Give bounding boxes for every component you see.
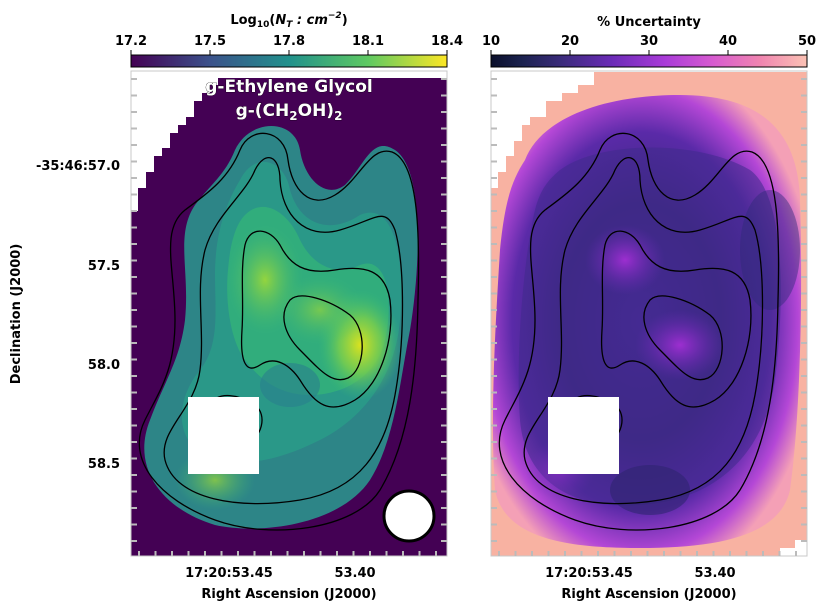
y-tick-label: -35:46:57.0 — [36, 159, 120, 174]
colorbar-tick-label: 50 — [798, 34, 816, 49]
x-tick-label: 53.40 — [694, 566, 735, 581]
right-map — [491, 71, 807, 556]
x-tick-labels-right: 17:20:53.45 53.40 — [545, 566, 735, 581]
colorbar-tick-label: 17.2 — [115, 34, 147, 49]
right-map-frame — [490, 70, 808, 557]
left-x-axis-label: Right Ascension (J2000) — [201, 587, 376, 602]
colorbar-tick-label: 18.4 — [431, 34, 463, 49]
colorbar-tick-label: 17.8 — [273, 34, 305, 49]
colorbar-tick-label: 30 — [640, 34, 658, 49]
right-x-axis-label: Right Ascension (J2000) — [561, 587, 736, 602]
x-tick-label: 53.40 — [334, 566, 375, 581]
y-tick-label: 58.5 — [88, 457, 120, 472]
left-map-title-line2: g-(CH2OH)2 — [236, 101, 343, 123]
axis-decor — [131, 78, 807, 556]
colorbar-tick-label: 10 — [482, 34, 500, 49]
x-tick-label: 17:20:53.45 — [185, 566, 273, 581]
right-colorbar-bar — [490, 54, 808, 68]
left-contours — [138, 132, 420, 531]
left-map: g-Ethylene Glycol g-(CH2OH)2 — [131, 71, 447, 556]
left-colorbar: Log10(NT : cm−2) 17.2 17.5 17.8 18.1 18.4 — [115, 11, 463, 68]
left-map-title-line1: g-Ethylene Glycol — [205, 77, 373, 97]
x-tick-label: 17:20:53.45 — [545, 566, 633, 581]
colorbar-tick-label: 18.1 — [352, 34, 384, 49]
left-beam-circle — [382, 489, 436, 543]
colorbar-tick-label: 40 — [719, 34, 737, 49]
right-colorbar: % Uncertainty 10 20 30 40 50 — [482, 15, 816, 68]
left-map-frame — [130, 70, 448, 557]
right-masked-region — [548, 397, 619, 474]
y-tick-label: 58.0 — [88, 358, 120, 373]
y-tick-labels: -35:46:57.0 57.5 58.0 58.5 — [36, 159, 120, 472]
left-colorbar-bar — [130, 54, 448, 68]
right-contours — [498, 132, 780, 531]
left-colorbar-label: Log10(NT : cm−2) — [230, 11, 347, 30]
x-tick-labels-left: 17:20:53.45 53.40 — [185, 566, 375, 581]
y-axis-label: Declination (J2000) — [9, 244, 24, 385]
y-tick-label: 57.5 — [88, 259, 120, 274]
right-colorbar-label: % Uncertainty — [597, 15, 701, 30]
colorbar-tick-label: 17.5 — [194, 34, 226, 49]
colorbar-tick-label: 20 — [561, 34, 579, 49]
left-masked-region — [188, 397, 259, 474]
